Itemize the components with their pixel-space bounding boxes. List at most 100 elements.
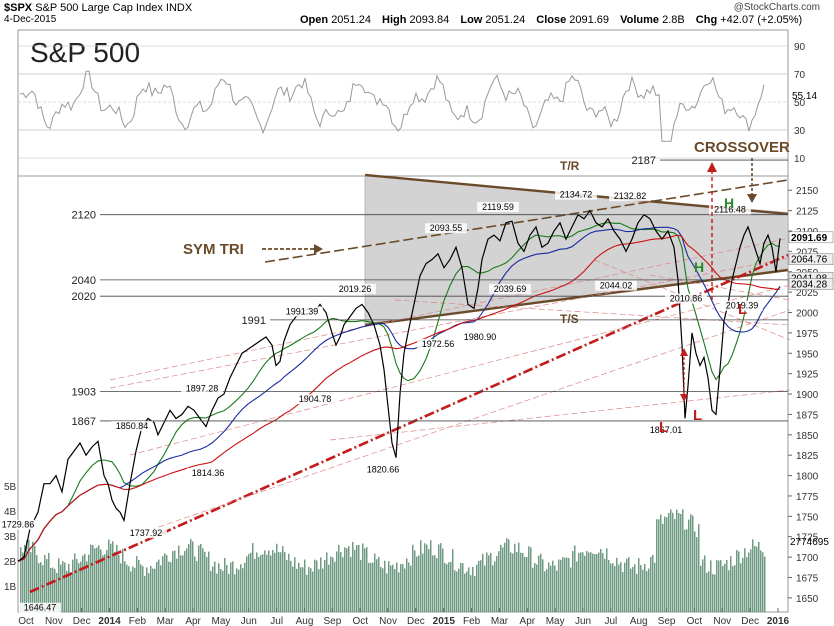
volume-bar <box>640 564 642 612</box>
volume-bar <box>478 560 480 612</box>
target-arrow-head <box>707 162 717 172</box>
price-tick-label: 1875 <box>796 410 819 421</box>
volume-bar <box>484 565 486 612</box>
month-label: Nov <box>713 616 731 626</box>
volume-bar <box>120 563 122 612</box>
volume-bar <box>110 543 112 612</box>
volume-bar <box>430 540 432 612</box>
volume-bar <box>750 549 752 612</box>
volume-bar <box>140 564 142 612</box>
volume-bar <box>672 512 674 612</box>
volume-bar <box>720 560 722 612</box>
volume-bar <box>474 575 476 612</box>
volume-bar <box>424 543 426 612</box>
volume-bar <box>310 568 312 612</box>
volume-bar <box>692 515 694 612</box>
volume-bar <box>164 553 166 612</box>
volume-bar <box>74 553 76 612</box>
price-label-bg <box>425 223 467 234</box>
volume-bar <box>492 565 494 612</box>
volume-bar <box>538 555 540 612</box>
volume-bar <box>532 567 534 612</box>
price-label: 1737.92 <box>130 528 163 538</box>
price-label: 1980.90 <box>464 332 497 342</box>
volume-bar <box>392 564 394 612</box>
volume-bar <box>56 573 58 612</box>
volume-bar <box>466 571 468 612</box>
volume-bar <box>280 552 282 612</box>
volume-bar <box>64 562 66 612</box>
volume-bar <box>332 557 334 612</box>
price-label-bg <box>417 338 459 349</box>
month-label: Jun <box>575 616 591 626</box>
axes: 2150212521002075205020252000197519501925… <box>4 186 834 626</box>
volume-bar <box>634 564 636 612</box>
volume-bar <box>756 546 758 612</box>
volume-tick: 5B <box>4 482 17 493</box>
volume-tick: 4B <box>4 507 17 518</box>
volume-bar <box>624 562 626 612</box>
close-value: 2091.69 <box>569 14 610 26</box>
volume-bar <box>282 546 284 612</box>
volume-tick: 3B <box>4 532 17 543</box>
volume-bar <box>738 551 740 612</box>
volume-bar <box>568 557 570 612</box>
price-label-bg <box>125 528 167 539</box>
volume-bar <box>324 560 326 612</box>
volume-bar <box>654 562 656 612</box>
volume-bar <box>728 570 730 612</box>
fan-trendline <box>594 259 791 341</box>
volume-bar <box>714 574 716 612</box>
volume-bar <box>626 558 628 612</box>
volume-bar <box>646 571 648 612</box>
volume-bar <box>548 562 550 612</box>
volume-bar <box>518 542 520 612</box>
volume-bar <box>360 559 362 612</box>
volume-bar <box>454 570 456 612</box>
volume-bar <box>536 564 538 612</box>
ma-200-line <box>17 234 781 562</box>
volume-bar <box>232 561 234 612</box>
volume-bar <box>386 573 388 612</box>
volume-bar <box>320 557 322 612</box>
volume-bar <box>660 514 662 612</box>
volume-bar <box>138 559 140 612</box>
volume-bar <box>746 557 748 612</box>
volume-bar <box>260 554 262 612</box>
volume-bar <box>118 554 120 612</box>
volume-bar <box>90 544 92 612</box>
price-label-bg <box>721 300 763 311</box>
price-badge <box>788 231 834 244</box>
rsi-tick: 70 <box>794 70 806 81</box>
price-label: 1646.47 <box>24 603 57 613</box>
month-label: Jul <box>604 616 617 626</box>
volume-bar <box>428 549 430 612</box>
volume-bar <box>584 555 586 612</box>
volume-bar <box>706 572 708 612</box>
price-label-bg <box>665 293 707 304</box>
volume-bar <box>638 558 640 612</box>
volume-bar <box>236 568 238 612</box>
triangle-fill <box>365 175 788 325</box>
low-label-1: L <box>659 419 668 436</box>
volume-bar <box>374 553 376 612</box>
price-label-bg <box>111 421 153 432</box>
month-label: Dec <box>73 616 91 626</box>
volume-bar <box>274 552 276 612</box>
volume-bar <box>696 537 698 612</box>
price-tick-label: 1925 <box>796 370 819 381</box>
price-label: 1904.78 <box>299 394 332 404</box>
volume-bar <box>708 571 710 612</box>
volume-bar <box>342 557 344 612</box>
volume-bar <box>632 566 634 612</box>
volume-bar <box>446 564 448 612</box>
volume-bar <box>686 529 688 612</box>
volume-bar <box>348 546 350 612</box>
volume-bar <box>326 552 328 612</box>
level-label: 2187 <box>632 155 656 167</box>
volume-bar <box>476 564 478 612</box>
volume-bar <box>126 564 128 612</box>
volume-last-value: 2774695 <box>790 537 829 548</box>
volume-bar <box>328 564 330 612</box>
volume-bar <box>300 567 302 612</box>
